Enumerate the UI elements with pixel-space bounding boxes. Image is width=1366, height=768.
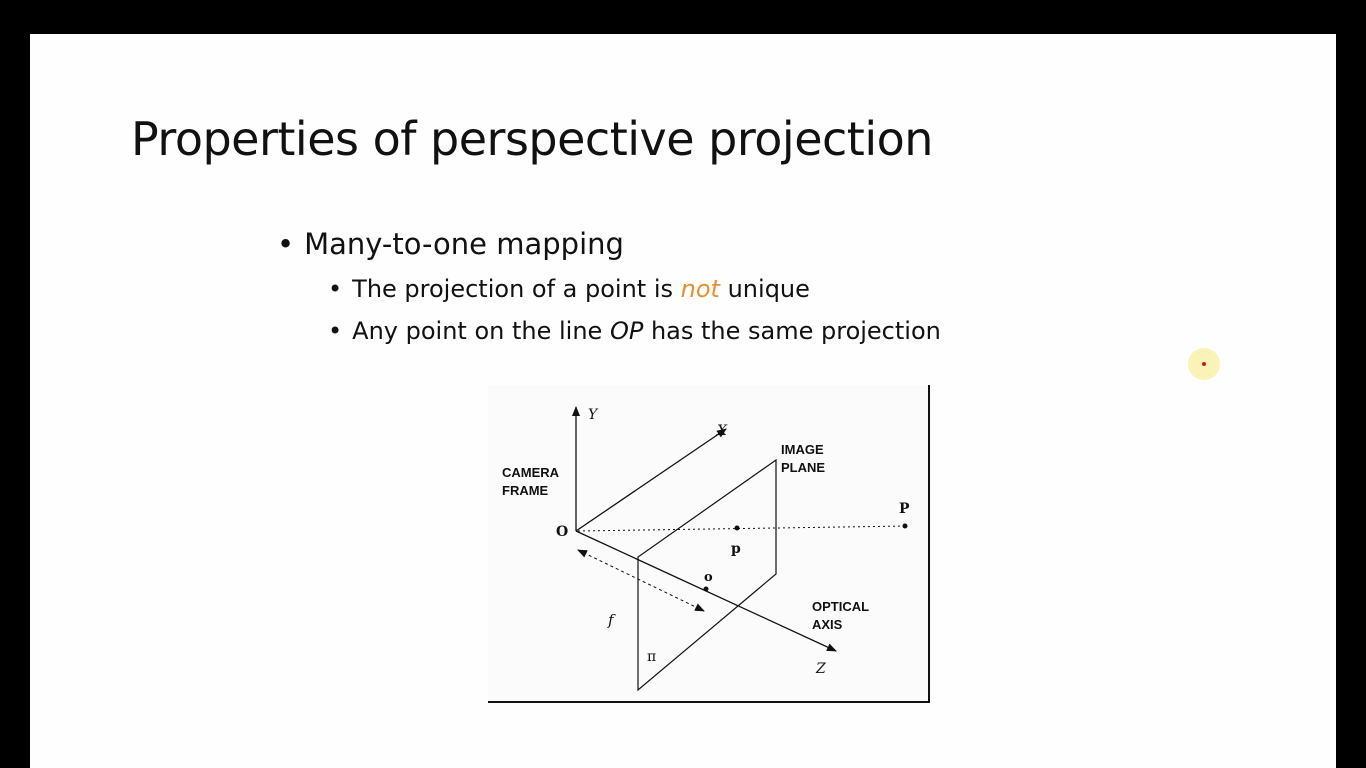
- sub-bullet-2-after: has the same projection: [643, 317, 941, 345]
- label-pi: π: [647, 649, 656, 665]
- label-camera-frame-1: CAMERA: [502, 465, 560, 480]
- label-y: Y: [588, 407, 599, 423]
- sub-bullet-2-emphasis: OP: [609, 317, 644, 345]
- sub-bullet-1-emphasis: not: [680, 275, 720, 303]
- label-optical-axis-2: AXIS: [812, 617, 843, 632]
- image-plane: [637, 458, 777, 692]
- label-o: o: [704, 570, 713, 585]
- sub-bullet-1: • The projection of a point is not unique: [328, 275, 810, 303]
- sub-bullet-2-before: Any point on the line: [352, 317, 610, 345]
- label-camera-frame-2: FRAME: [502, 483, 549, 498]
- label-image-plane-1: IMAGE: [781, 442, 824, 457]
- focal-length-arrow: [577, 549, 705, 612]
- pointer-dot-icon: [1202, 362, 1206, 366]
- slide: Properties of perspective projection • Ma…: [30, 34, 1336, 768]
- label-P: P: [899, 501, 910, 517]
- bullet-main: • Many-to-one mapping: [277, 227, 624, 261]
- bullet-dot: •: [328, 275, 343, 303]
- label-z: Z: [815, 661, 826, 677]
- sub-bullet-1-before: The projection of a point is: [352, 275, 681, 303]
- x-axis: [575, 428, 727, 532]
- projection-diagram: Y X CAMERA FRAME IMAGE PLANE O P p o f O…: [488, 385, 932, 703]
- point-P: [902, 523, 908, 529]
- label-image-plane-2: PLANE: [781, 460, 825, 475]
- bullet-dot: •: [277, 227, 295, 261]
- point-p: [734, 525, 740, 531]
- label-optical-axis-1: OPTICAL: [812, 599, 869, 614]
- slide-title: Properties of perspective projection: [131, 112, 933, 166]
- projection-figure: Y X CAMERA FRAME IMAGE PLANE O P p o f O…: [488, 385, 932, 703]
- label-p: p: [731, 541, 741, 557]
- label-f: f: [607, 611, 616, 629]
- bullet-main-text: Many-to-one mapping: [304, 227, 624, 261]
- point-o: [703, 586, 709, 592]
- figure-background: [488, 385, 932, 703]
- label-O: O: [556, 524, 568, 540]
- projection-ray: [577, 525, 909, 532]
- sub-bullet-1-after: unique: [719, 275, 810, 303]
- label-x: X: [716, 423, 728, 439]
- bullet-dot: •: [328, 317, 343, 345]
- sub-bullet-2: • Any point on the line OP has the same p…: [328, 317, 941, 345]
- pointer-highlight: [1188, 348, 1220, 380]
